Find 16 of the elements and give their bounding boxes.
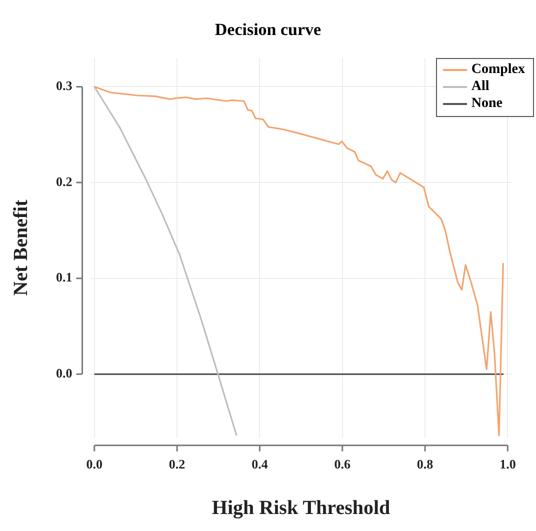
x-tick-label: 0.4 <box>252 456 268 472</box>
x-tick-label: 0.0 <box>86 456 103 472</box>
x-tick-label: 0.6 <box>334 456 351 472</box>
legend-label: None <box>471 95 502 112</box>
legend-label: Complex <box>471 61 525 78</box>
y-tick-label: 0.3 <box>56 78 73 94</box>
x-tick-label: 0.2 <box>168 456 186 472</box>
x-tick-label: 1.0 <box>500 456 516 472</box>
legend-label: All <box>471 78 490 95</box>
y-tick-label: 0.1 <box>56 270 72 285</box>
y-axis-title: Net Benefit <box>10 199 32 296</box>
y-tick-label: 0.2 <box>56 174 72 189</box>
chart-title: Decision curve <box>214 20 322 40</box>
x-axis-title: High Risk Threshold <box>212 497 390 520</box>
x-tick-label: 0.8 <box>416 456 434 472</box>
y-tick-label: 0.0 <box>56 366 72 381</box>
